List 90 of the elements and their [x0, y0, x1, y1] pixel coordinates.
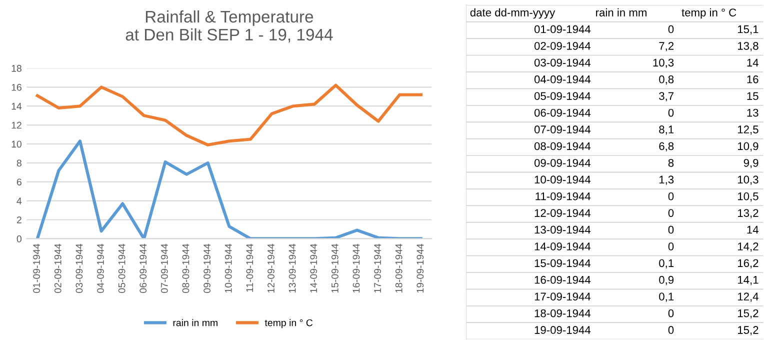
- x-tick-label: 18-09-1944: [395, 244, 402, 293]
- x-tick-label: 16-09-1944: [352, 244, 360, 293]
- text: 10,5: [738, 192, 758, 202]
- text: 0: [668, 192, 674, 200]
- x-tick-label: 03-09-1944: [76, 244, 83, 293]
- text: 0: [668, 309, 674, 318]
- text: 9,9: [744, 158, 758, 168]
- text: 13,8: [738, 42, 758, 52]
- text: 0,9: [659, 276, 674, 286]
- text: 08-09-1944: [534, 142, 591, 150]
- text: 15,2: [738, 326, 758, 336]
- text: 04-09-1944: [534, 75, 591, 84]
- legend-label: temp in ° C: [264, 319, 313, 328]
- text: 09-09-1944: [534, 158, 591, 167]
- x-tick-label: 04-09-1944: [97, 244, 104, 293]
- text: rain in mm: [596, 8, 646, 16]
- text: 03-09-1944: [534, 58, 591, 67]
- text: temp in ° C: [682, 8, 736, 19]
- text: 0: [668, 326, 674, 334]
- text: 0,1: [659, 292, 674, 302]
- x-tick-label: 07-09-1944: [160, 244, 168, 293]
- x-tick-label: 19-09-1944: [416, 244, 424, 293]
- text: 0: [668, 209, 674, 217]
- text: 17-09-1944: [534, 292, 591, 301]
- text: date dd-mm-yyyy: [470, 8, 556, 19]
- text: 12-09-1944: [534, 209, 591, 217]
- x-tick-label: 09-09-1944: [204, 244, 210, 293]
- text: 0: [668, 108, 674, 117]
- text: 8,1: [659, 126, 674, 135]
- y-tick-label: 0: [16, 235, 22, 242]
- text: 06-09-1944: [534, 108, 591, 117]
- text: 10-09-1944: [534, 176, 591, 184]
- x-tick-label: 17-09-1944: [374, 244, 381, 293]
- text: 10,9: [738, 142, 758, 152]
- y-tick-label: 18: [12, 64, 22, 72]
- text: 16-09-1944: [534, 276, 591, 284]
- text: 15,1: [738, 25, 758, 34]
- y-tick-label: 14: [12, 102, 22, 110]
- y-tick-label: 8: [16, 160, 22, 167]
- text: 01-09-1944: [534, 25, 591, 34]
- x-tick-label: 05-09-1944: [118, 244, 126, 293]
- text: 0: [668, 25, 674, 34]
- y-tick-label: 16: [12, 84, 22, 91]
- text: 07-09-1944: [534, 126, 591, 134]
- text: 8: [668, 158, 674, 167]
- text: 6,8: [659, 142, 674, 152]
- y-tick-label: 4: [16, 198, 22, 204]
- text: 02-09-1944: [534, 42, 591, 50]
- text: 13-09-1944: [534, 226, 591, 234]
- text: 14,2: [738, 242, 758, 252]
- legend-label: rain in mm: [173, 319, 218, 326]
- x-tick-label: 11-09-1944: [246, 244, 254, 292]
- y-tick-label: 6: [16, 178, 22, 186]
- x-tick-label: 10-09-1944: [224, 244, 232, 293]
- y-tick-label: 10: [12, 140, 22, 148]
- text: 13: [747, 108, 758, 117]
- x-tick-label: 08-09-1944: [182, 244, 190, 293]
- text: 14,1: [738, 276, 758, 286]
- text: 15,2: [738, 309, 758, 319]
- text: 19-09-1944: [534, 326, 591, 334]
- text: 15: [747, 92, 758, 100]
- text: 7,2: [659, 42, 674, 52]
- chart-title: Rainfall & Temperature at Den Bilt SEP 1 - 19, 1944: [126, 10, 333, 43]
- y-tick-label: 2: [16, 216, 22, 224]
- x-tick-label: 02-09-1944: [54, 244, 62, 293]
- text: 3,7: [659, 92, 674, 102]
- text: 18-09-1944: [534, 309, 591, 318]
- text: 16,2: [738, 259, 758, 268]
- x-tick-label: 12-09-1944: [268, 244, 274, 293]
- x-tick-label: 01-09-1944: [33, 244, 40, 293]
- y-tick-label: 12: [12, 122, 22, 129]
- text: 1,3: [659, 176, 674, 185]
- text: 0: [668, 226, 674, 234]
- x-tick-label: 06-09-1944: [140, 244, 147, 293]
- text: 0: [668, 242, 674, 250]
- text: 11-09-1944: [536, 192, 591, 200]
- text: 14: [747, 58, 758, 66]
- text: 0,1: [659, 259, 674, 268]
- text: 10,3: [653, 58, 674, 68]
- text: 10,3: [738, 176, 758, 185]
- text: 12,4: [738, 292, 758, 302]
- text: 12,5: [738, 126, 758, 135]
- text: 13,2: [738, 209, 758, 218]
- x-tick-label: 13-09-1944: [288, 244, 296, 293]
- text: 16: [747, 75, 758, 84]
- text: 14: [747, 226, 758, 234]
- x-tick-label: 15-09-1944: [331, 244, 338, 293]
- text: 0,8: [659, 75, 674, 85]
- text: 05-09-1944: [534, 92, 591, 100]
- x-tick-label: 14-09-1944: [310, 244, 318, 293]
